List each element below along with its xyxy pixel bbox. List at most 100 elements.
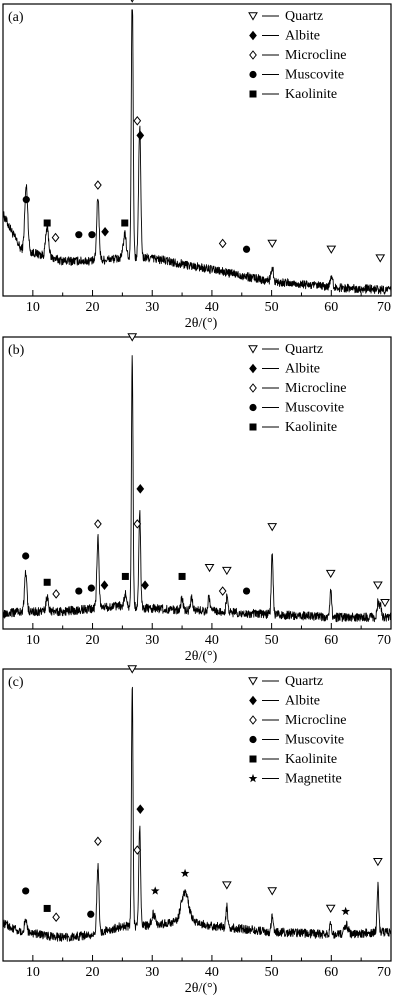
peak-marker-quartz (127, 665, 138, 674)
xrd-pattern-line (2, 9, 392, 295)
plot-frame (2, 336, 392, 630)
legend-marker-albite (249, 30, 257, 41)
legend-label: Albite (285, 694, 320, 709)
legend-item-muscovite: Muscovite (249, 733, 344, 748)
peak-marker-quartz (375, 254, 386, 263)
peak-marker-muscovite (87, 910, 95, 918)
peak-marker-microcline (52, 912, 60, 923)
peak-marker-quartz (127, 333, 138, 342)
legend-item-muscovite: Muscovite (249, 401, 344, 416)
legend-item-kaolinite: Kaolinite (249, 752, 337, 767)
legend-item-albite: Albite (249, 362, 320, 377)
x-tick-label: 30 (145, 965, 159, 980)
xrd-chart-c: 10 20 30 40 50 60 70 2θ/(°) (c) Quartz Albite Micro… (2, 665, 392, 995)
legend-marker-kaolinite (249, 423, 257, 431)
legend-label: Quartz (285, 342, 323, 357)
peak-marker-microcline (94, 180, 102, 190)
peak-marker-quartz (380, 599, 390, 608)
peak-marker-quartz (267, 239, 278, 249)
legend-label: Quartz (285, 674, 323, 689)
legend-label: Microcline (285, 48, 346, 63)
plot-frame (2, 668, 392, 962)
legend-marker-kaolinite (249, 755, 257, 763)
peak-marker-quartz (221, 566, 232, 576)
x-tick-label: 70 (377, 300, 391, 315)
legend-item-kaolinite: Kaolinite (249, 420, 337, 435)
peak-marker-kaolinite (121, 572, 129, 580)
legend-label: Quartz (285, 9, 323, 24)
xrd-panel-c: 10 20 30 40 50 60 70 2θ/(°) (c) Quartz Albite Micro… (0, 665, 400, 995)
plot-frame (2, 3, 392, 297)
peak-marker-quartz (372, 858, 383, 867)
legend-marker-microcline (249, 50, 257, 60)
legend: Quartz Albite Microcline Muscovite Kaolinite (248, 9, 346, 102)
legend-label: Kaolinite (285, 87, 337, 102)
legend-item-magnetite: Magnetite (248, 772, 342, 787)
legend-item-quartz: Quartz (248, 342, 323, 357)
xrd-chart-b: 10 20 30 40 50 60 70 2θ/(°) (b) Quartz Albite Micro… (2, 333, 392, 663)
legend: Quartz Albite Microcline Muscovite Kaolinite… (248, 674, 346, 787)
peak-marker-microcline (51, 232, 60, 243)
peak-marker-kaolinite (121, 219, 129, 227)
peak-marker-quartz (267, 523, 278, 532)
legend-marker-microcline (249, 383, 257, 393)
legend-item-albite: Albite (249, 29, 320, 44)
legend-label: Microcline (285, 381, 346, 396)
legend-marker-quartz (248, 345, 258, 354)
x-axis-label: 2θ/(°) (185, 981, 218, 995)
legend: Quartz Albite Microcline Muscovite Kaolinite (248, 342, 346, 435)
x-tick-label: 50 (265, 965, 279, 980)
xrd-chart-a: 10 20 30 40 50 60 70 2θ/(°) (a) Quartz Albite Micro… (2, 0, 392, 330)
peak-marker-muscovite (87, 584, 95, 592)
legend-marker-muscovite (249, 403, 257, 412)
legend-label: Muscovite (285, 68, 344, 83)
legend-label: Kaolinite (285, 420, 337, 435)
xrd-panel-a: 10 20 30 40 50 60 70 2θ/(°) (a) Quartz Albite Micro… (0, 0, 400, 330)
x-tick-label: 70 (377, 965, 391, 980)
legend-marker-albite (249, 695, 257, 706)
legend-marker-microcline (249, 715, 257, 725)
legend-label: Albite (285, 29, 320, 44)
peak-marker-magnetite (180, 868, 190, 878)
panel-label: (c) (8, 675, 24, 690)
legend-label: Albite (285, 362, 320, 377)
peak-marker-albite (100, 580, 109, 591)
legend-item-quartz: Quartz (248, 9, 323, 24)
peak-marker-microcline (94, 836, 102, 847)
x-tick-label: 60 (324, 633, 338, 648)
xrd-panel-b: 10 20 30 40 50 60 70 2θ/(°) (b) Quartz Albite Micro… (0, 333, 400, 663)
peak-marker-muscovite (22, 887, 30, 895)
x-tick-label: 50 (265, 300, 279, 315)
peak-marker-muscovite (22, 196, 30, 204)
x-tick-label: 50 (265, 633, 279, 648)
xrd-pattern-line (2, 355, 392, 623)
legend-marker-muscovite (249, 735, 257, 744)
peak-marker-quartz (221, 881, 232, 890)
peak-marker-microcline (133, 845, 142, 855)
legend-item-microcline: Microcline (249, 381, 346, 396)
peak-marker-muscovite (75, 231, 83, 239)
peak-marker-muscovite (242, 245, 251, 253)
legend-marker-quartz (248, 677, 258, 686)
x-tick-label: 40 (205, 300, 219, 315)
peak-marker-albite (101, 226, 109, 237)
peak-marker-albite (136, 484, 145, 494)
peak-marker-quartz (372, 581, 383, 590)
peak-marker-microcline (218, 586, 227, 596)
peak-marker-muscovite (22, 552, 30, 560)
peak-marker-microcline (52, 589, 60, 599)
x-axis: 10 20 30 40 50 60 70 (2, 290, 392, 315)
peak-marker-quartz (204, 563, 215, 573)
phase-annotations (22, 0, 386, 263)
peak-marker-microcline (218, 238, 227, 249)
panel-label: (b) (8, 343, 25, 358)
peak-marker-quartz (325, 569, 336, 579)
x-axis: 10 20 30 40 50 60 70 (2, 623, 392, 648)
legend-marker-albite (249, 363, 257, 374)
x-tick-label: 30 (145, 300, 159, 315)
legend-label: Magnetite (285, 772, 342, 787)
x-tick-label: 40 (205, 965, 219, 980)
x-axis: 10 20 30 40 50 60 70 (2, 955, 392, 980)
peak-marker-muscovite (88, 231, 96, 239)
peak-marker-kaolinite (43, 578, 51, 586)
